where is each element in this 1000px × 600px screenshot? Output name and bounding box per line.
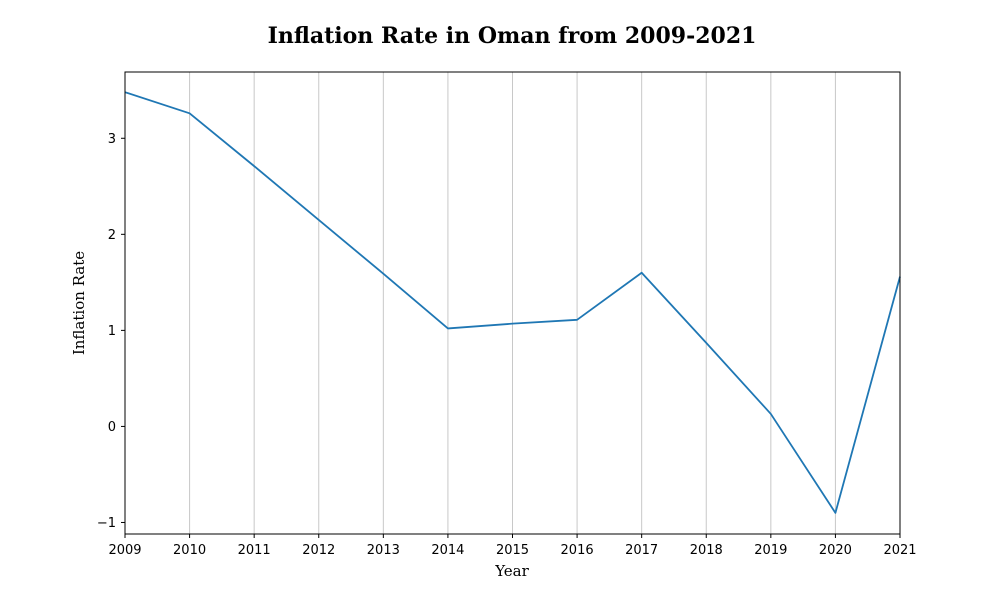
y-tick-label-2: 1 (108, 324, 116, 339)
y-tick-label-0: −1 (97, 516, 116, 531)
x-tick-label-2020: 2020 (819, 543, 852, 558)
chart-title: Inflation Rate in Oman from 2009-2021 (268, 23, 757, 49)
y-tick-label-1: 0 (108, 420, 116, 435)
x-tick-label-2013: 2013 (367, 543, 400, 558)
series-line-0 (124, 91, 901, 514)
x-tick-label-2016: 2016 (561, 543, 594, 558)
x-tick-label-2009: 2009 (108, 543, 141, 558)
x-tick-label-2015: 2015 (496, 543, 529, 558)
y-axis: −1 0 1 2 3 (97, 132, 125, 531)
series-layer (124, 91, 901, 514)
x-tick-label-2019: 2019 (754, 543, 787, 558)
x-axis: 2009 2010 2011 2012 2013 2014 2015 2016 2017 2018… (108, 534, 917, 558)
y-axis-label: Inflation Rate (70, 251, 88, 355)
x-tick-label-2014: 2014 (431, 543, 464, 558)
x-tick-label-2012: 2012 (302, 543, 335, 558)
y-tick-label-3: 2 (108, 228, 116, 243)
x-tick-label-2018: 2018 (690, 543, 723, 558)
x-tick-label-2021: 2021 (883, 543, 916, 558)
x-axis-label: Year (494, 562, 529, 580)
x-tick-label-2017: 2017 (625, 543, 658, 558)
x-tick-label-2010: 2010 (173, 543, 206, 558)
gridlines (124, 72, 901, 534)
x-tick-label-2011: 2011 (238, 543, 271, 558)
y-tick-label-4: 3 (108, 132, 116, 147)
